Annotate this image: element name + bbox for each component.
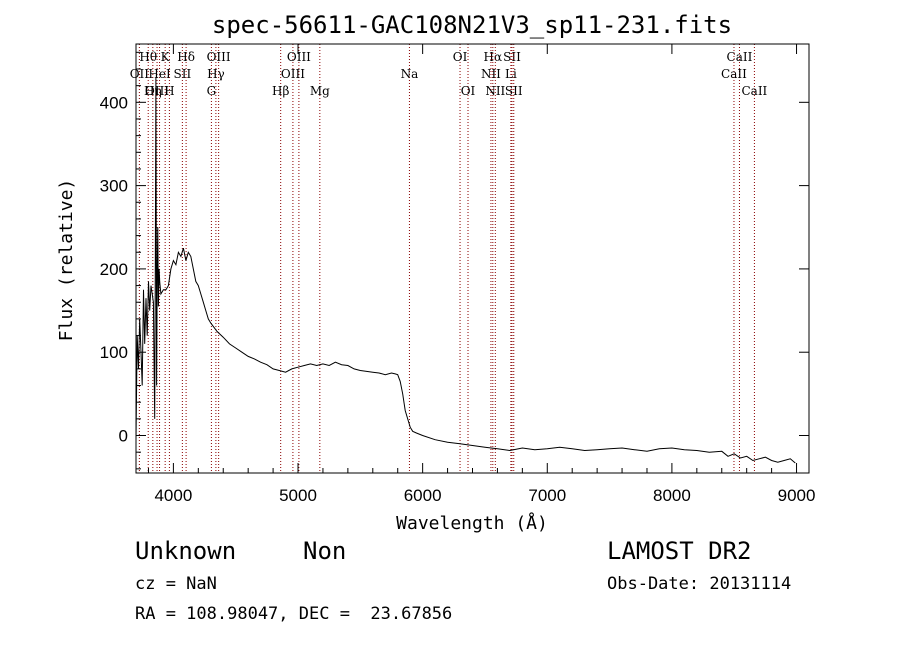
line-label-7: SII — [174, 67, 192, 81]
line-label-20: NII — [481, 67, 501, 81]
x-tick-label: 6000 — [404, 486, 442, 505]
y-tick-label: 100 — [100, 343, 128, 362]
line-label-1: OII — [130, 67, 150, 81]
y-axis-label: Flux (relative) — [56, 179, 77, 342]
line-label-14: OIII — [281, 67, 305, 81]
y-tick-label: 0 — [119, 427, 128, 446]
line-label-25: CaII — [727, 50, 753, 64]
survey-name: LAMOST DR2 — [607, 537, 752, 565]
line-label-18: OI — [461, 84, 476, 98]
line-label-27: CaII — [741, 84, 767, 98]
line-label-16: Na — [401, 67, 419, 81]
line-label-3: Hη — [144, 84, 162, 98]
line-label-0: Hθ — [139, 50, 157, 64]
line-label-6: H — [164, 84, 174, 98]
line-label-15: Mg — [310, 84, 330, 98]
x-tick-label: 4000 — [154, 486, 192, 505]
line-label-21: NII — [485, 84, 505, 98]
line-label-11: Hγ — [207, 67, 225, 81]
x-axis-label: Wavelength (Å) — [396, 512, 548, 534]
line-label-24: SII — [505, 84, 523, 98]
line-label-19: Hα — [484, 50, 503, 64]
line-label-4: HeI — [148, 67, 171, 81]
line-label-2: OIII — [145, 84, 169, 98]
line-label-22: SII — [503, 50, 521, 64]
line-label-10: OIII — [207, 50, 231, 64]
x-tick-label: 8000 — [653, 486, 691, 505]
x-tick-label: 7000 — [528, 486, 566, 505]
line-label-12: Hβ — [272, 84, 289, 98]
y-tick-label: 300 — [100, 177, 128, 196]
line-label-17: OI — [453, 50, 468, 64]
object-class: Unknown — [135, 537, 237, 565]
y-tick-label: 400 — [100, 93, 128, 112]
line-label-23: Li — [505, 67, 517, 81]
line-label-9: G — [207, 84, 217, 98]
x-tick-label: 5000 — [279, 486, 317, 505]
line-label-26: CaII — [721, 67, 747, 81]
ra-dec-coordinates: RA = 108.98047, DEC = 23.67856 — [135, 604, 453, 624]
line-label-5: K — [161, 50, 171, 64]
redshift-cz: cz = NaN — [135, 574, 217, 594]
line-label-8: Hδ — [177, 50, 195, 64]
plot-frame — [135, 43, 810, 474]
emission-line-markers: HθOIIOIIIHηHeIKHSIIHδGOIIIHγHβOIIIOIIIMg… — [130, 44, 768, 473]
line-label-13: OIII — [287, 50, 311, 64]
spectrum-line — [135, 77, 796, 464]
y-axis: 0 100 200 300 400 — [100, 51, 809, 470]
object-subclass: Non — [303, 537, 347, 565]
x-axis: 4000 5000 6000 7000 8000 9000 — [147, 44, 816, 505]
observation-date: Obs-Date: 20131114 — [607, 574, 792, 594]
y-tick-label: 200 — [100, 260, 128, 279]
x-tick-label: 9000 — [778, 486, 816, 505]
chart-title: spec-56611-GAC108N21V3_sp11-231.fits — [212, 11, 732, 39]
